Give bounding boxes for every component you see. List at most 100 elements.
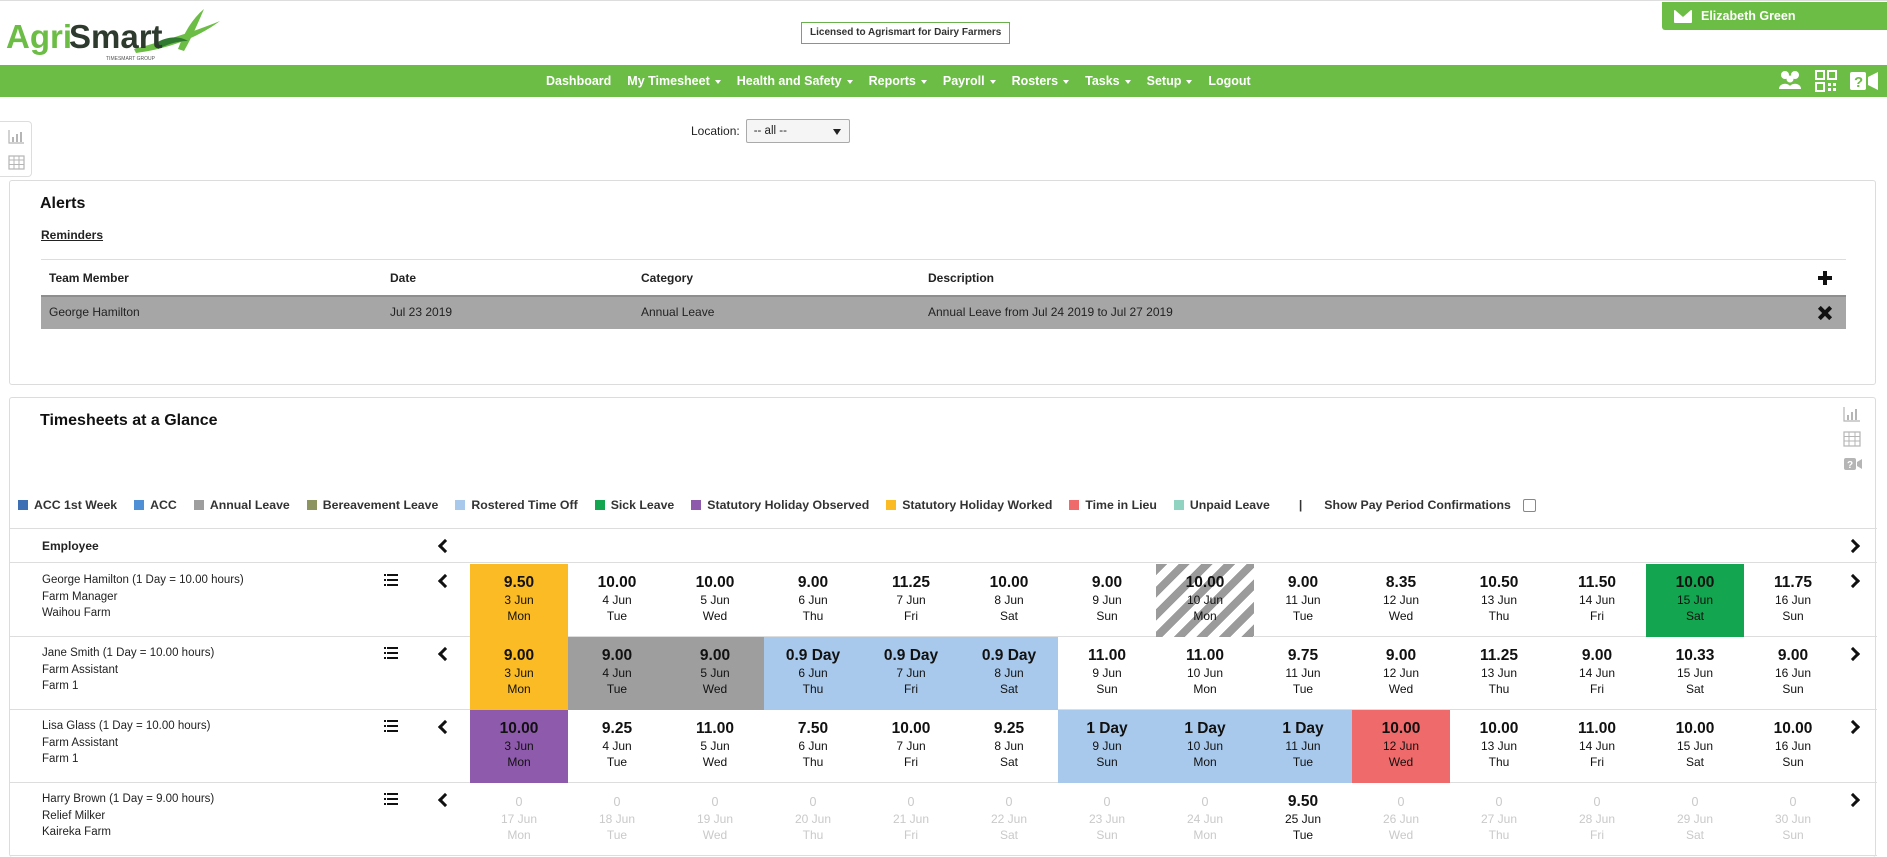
timesheet-day-cell[interactable]: 11.25 7 Jun Fri xyxy=(862,564,960,637)
dismiss-alert-icon[interactable] xyxy=(1818,306,1832,320)
timesheet-day-cell[interactable]: 9.50 3 Jun Mon xyxy=(470,564,568,637)
timesheet-day-cell[interactable]: 10.00 5 Jun Wed xyxy=(666,564,764,637)
employee-info[interactable]: Jane Smith (1 Day = 10.00 hours) Farm Ass… xyxy=(42,645,214,695)
nav-item-rosters[interactable]: Rosters xyxy=(1004,65,1078,97)
timesheet-day-cell[interactable]: 0 26 Jun Wed xyxy=(1352,783,1450,856)
timesheet-day-cell[interactable]: 0 29 Jun Sat xyxy=(1646,783,1744,856)
nav-item-tasks[interactable]: Tasks xyxy=(1077,65,1139,97)
user-menu-button[interactable]: Elizabeth Green (Administrator) xyxy=(1662,2,1887,51)
timesheet-day-cell[interactable]: 9.75 11 Jun Tue xyxy=(1254,637,1352,710)
timesheet-day-cell[interactable]: 10.00 7 Jun Fri xyxy=(862,710,960,783)
timesheet-day-cell[interactable]: 10.00 12 Jun Wed xyxy=(1352,710,1450,783)
timesheet-day-cell[interactable]: 9.00 5 Jun Wed xyxy=(666,637,764,710)
timesheet-day-cell[interactable]: 0.9 Day 7 Jun Fri xyxy=(862,637,960,710)
next-period-icon[interactable] xyxy=(1845,538,1861,554)
day-date: 8 Jun xyxy=(994,666,1024,680)
timesheet-day-cell[interactable]: 10.00 10 Jun Mon xyxy=(1156,564,1254,637)
timesheet-day-cell[interactable]: 0 27 Jun Thu xyxy=(1450,783,1548,856)
timesheet-day-cell[interactable]: 0 18 Jun Tue xyxy=(568,783,666,856)
timesheet-day-cell[interactable]: 0 24 Jun Mon xyxy=(1156,783,1254,856)
timesheet-day-cell[interactable]: 7.50 6 Jun Thu xyxy=(764,710,862,783)
timesheet-day-cell[interactable]: 9.00 9 Jun Sun xyxy=(1058,564,1156,637)
timesheet-list-icon[interactable] xyxy=(384,793,398,805)
timesheet-day-cell[interactable]: 10.33 15 Jun Sat xyxy=(1646,637,1744,710)
chart-view-icon[interactable] xyxy=(8,129,25,144)
help-video-icon[interactable]: ? xyxy=(1849,69,1878,93)
timesheet-day-cell[interactable]: 0 20 Jun Thu xyxy=(764,783,862,856)
timesheet-day-cell[interactable]: 10.00 8 Jun Sat xyxy=(960,564,1058,637)
timesheet-list-icon[interactable] xyxy=(384,574,398,586)
previous-period-icon[interactable] xyxy=(437,538,453,554)
alert-row[interactable]: George Hamilton Jul 23 2019 Annual Leave… xyxy=(41,295,1846,329)
timesheet-list-icon[interactable] xyxy=(384,720,398,732)
employee-info[interactable]: Lisa Glass (1 Day = 10.00 hours) Farm Ass… xyxy=(42,718,210,768)
timesheet-day-cell[interactable]: 11.00 9 Jun Sun xyxy=(1058,637,1156,710)
employee-previous-icon[interactable] xyxy=(437,719,453,735)
employee-next-icon[interactable] xyxy=(1845,792,1861,808)
agrismart-logo[interactable]: Agri Smart TIMESMART GROUP xyxy=(6,3,226,65)
timesheet-day-cell[interactable]: 10.00 15 Jun Sat xyxy=(1646,710,1744,783)
timesheet-day-cell[interactable]: 9.00 6 Jun Thu xyxy=(764,564,862,637)
timesheet-day-cell[interactable]: 0 30 Jun Sun xyxy=(1744,783,1842,856)
timesheet-day-cell[interactable]: 0.9 Day 8 Jun Sat xyxy=(960,637,1058,710)
timesheet-day-cell[interactable]: 11.00 5 Jun Wed xyxy=(666,710,764,783)
timesheet-day-cell[interactable]: 0 22 Jun Sat xyxy=(960,783,1058,856)
timesheet-day-cell[interactable]: 11.25 13 Jun Thu xyxy=(1450,637,1548,710)
employee-previous-icon[interactable] xyxy=(437,573,453,589)
employee-previous-icon[interactable] xyxy=(437,646,453,662)
employee-info[interactable]: Harry Brown (1 Day = 9.00 hours) Relief M… xyxy=(42,791,214,841)
timesheet-day-cell[interactable]: 11.50 14 Jun Fri xyxy=(1548,564,1646,637)
table-view-icon[interactable] xyxy=(1843,431,1861,447)
video-help-icon[interactable]: ? xyxy=(1843,456,1862,472)
employee-previous-icon[interactable] xyxy=(437,792,453,808)
nav-item-reports[interactable]: Reports xyxy=(861,65,935,97)
employee-next-icon[interactable] xyxy=(1845,573,1861,589)
timesheet-day-cell[interactable]: 0 23 Jun Sun xyxy=(1058,783,1156,856)
timesheet-day-cell[interactable]: 9.00 14 Jun Fri xyxy=(1548,637,1646,710)
nav-item-logout[interactable]: Logout xyxy=(1200,65,1258,97)
timesheet-day-cell[interactable]: 9.00 4 Jun Tue xyxy=(568,637,666,710)
timesheet-day-cell[interactable]: 10.00 13 Jun Thu xyxy=(1450,710,1548,783)
employee-info[interactable]: George Hamilton (1 Day = 10.00 hours) Far… xyxy=(42,572,244,622)
timesheet-day-cell[interactable]: 9.00 16 Jun Sun xyxy=(1744,637,1842,710)
timesheet-day-cell[interactable]: 9.25 8 Jun Sat xyxy=(960,710,1058,783)
timesheet-day-cell[interactable]: 9.50 25 Jun Tue xyxy=(1254,783,1352,856)
timesheet-day-cell[interactable]: 10.00 3 Jun Mon xyxy=(470,710,568,783)
timesheet-day-cell[interactable]: 1 Day 11 Jun Tue xyxy=(1254,710,1352,783)
timesheet-day-cell[interactable]: 11.00 14 Jun Fri xyxy=(1548,710,1646,783)
timesheet-day-cell[interactable]: 1 Day 10 Jun Mon xyxy=(1156,710,1254,783)
timesheet-list-icon[interactable] xyxy=(384,647,398,659)
timesheet-day-cell[interactable]: 0 28 Jun Fri xyxy=(1548,783,1646,856)
timesheet-day-cell[interactable]: 11.00 10 Jun Mon xyxy=(1156,637,1254,710)
location-select[interactable]: -- all -- xyxy=(745,119,850,143)
employee-next-icon[interactable] xyxy=(1845,719,1861,735)
timesheet-day-cell[interactable]: 9.00 11 Jun Tue xyxy=(1254,564,1352,637)
timesheet-day-cell[interactable]: 9.00 3 Jun Mon xyxy=(470,637,568,710)
table-view-icon[interactable] xyxy=(8,155,25,170)
timesheet-day-cell[interactable]: 9.00 12 Jun Wed xyxy=(1352,637,1450,710)
timesheet-day-cell[interactable]: 0.9 Day 6 Jun Thu xyxy=(764,637,862,710)
timesheet-day-cell[interactable]: 10.00 16 Jun Sun xyxy=(1744,710,1842,783)
timesheet-day-cell[interactable]: 10.00 15 Jun Sat xyxy=(1646,564,1744,637)
nav-item-setup[interactable]: Setup xyxy=(1139,65,1201,97)
nav-item-payroll[interactable]: Payroll xyxy=(935,65,1004,97)
qr-code-icon[interactable] xyxy=(1813,69,1839,93)
timesheet-day-cell[interactable]: 10.50 13 Jun Thu xyxy=(1450,564,1548,637)
timesheet-day-cell[interactable]: 10.00 4 Jun Tue xyxy=(568,564,666,637)
timesheet-day-cell[interactable]: 1 Day 9 Jun Sun xyxy=(1058,710,1156,783)
employee-next-icon[interactable] xyxy=(1845,646,1861,662)
timesheet-day-cell[interactable]: 0 17 Jun Mon xyxy=(470,783,568,856)
pay-period-confirmations-checkbox[interactable] xyxy=(1522,498,1536,512)
reminders-tab[interactable]: Reminders xyxy=(41,228,104,242)
nav-item-dashboard[interactable]: Dashboard xyxy=(538,65,619,97)
team-icon[interactable] xyxy=(1777,69,1803,93)
nav-item-health-and-safety[interactable]: Health and Safety xyxy=(729,65,861,97)
timesheet-day-cell[interactable]: 0 19 Jun Wed xyxy=(666,783,764,856)
add-alert-icon[interactable] xyxy=(1818,271,1832,285)
chart-view-icon[interactable] xyxy=(1843,406,1861,422)
timesheet-day-cell[interactable]: 0 21 Jun Fri xyxy=(862,783,960,856)
nav-item-my-timesheet[interactable]: My Timesheet xyxy=(619,65,728,97)
timesheet-day-cell[interactable]: 11.75 16 Jun Sun xyxy=(1744,564,1842,637)
timesheet-day-cell[interactable]: 8.35 12 Jun Wed xyxy=(1352,564,1450,637)
timesheet-day-cell[interactable]: 9.25 4 Jun Tue xyxy=(568,710,666,783)
